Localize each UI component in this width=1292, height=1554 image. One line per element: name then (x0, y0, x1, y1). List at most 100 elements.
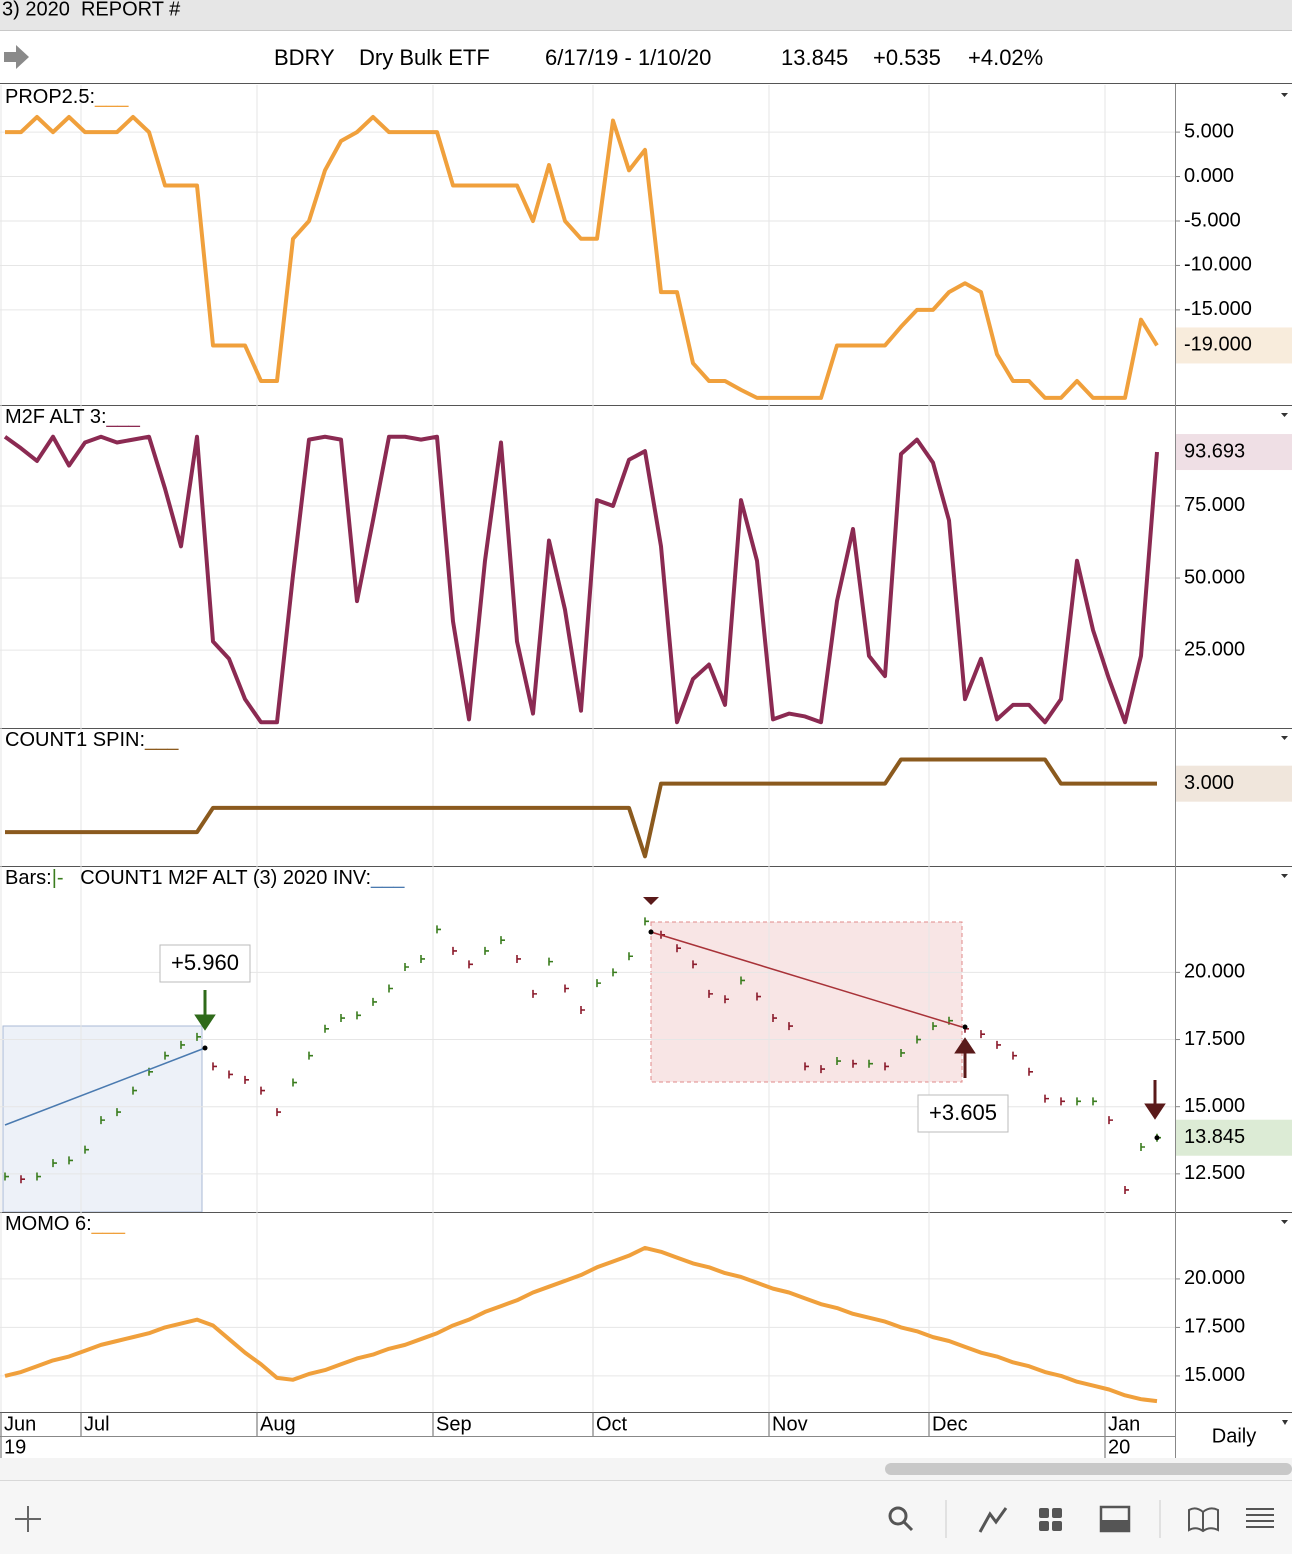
y-tick-label: -15.000 (1184, 298, 1252, 320)
last-value-tag (1176, 327, 1292, 364)
panel-menu-caret (1281, 1220, 1288, 1224)
trade-result: +3.605 (929, 1100, 997, 1125)
window-title: 3) 2020 REPORT # (2, 0, 181, 20)
chart-layer: 5.000 0.000 -5.000 -10.000 -15.000 -19.000 PRO… (0, 85, 1292, 1458)
arrow-icon[interactable] (4, 45, 29, 69)
x-tick-label: Jan (1108, 1413, 1140, 1435)
trade-result: +5.960 (171, 950, 239, 975)
x-tick-label: Nov (772, 1413, 808, 1435)
panel-title-part: ___ (370, 867, 405, 889)
price-bar (1060, 1097, 1065, 1106)
title-bar (0, 0, 1292, 30)
series-line (5, 757, 1157, 859)
price-bar (564, 984, 569, 993)
price-bar (1076, 1097, 1081, 1106)
last-value-tag (1176, 434, 1292, 471)
panel-title-part: COUNT1 SPIN: (5, 729, 145, 751)
menu-caret[interactable] (1282, 1420, 1288, 1425)
entry-dot (648, 929, 654, 935)
panel-menu-caret (1281, 874, 1288, 878)
price-bar (1044, 1094, 1049, 1103)
price-bar (292, 1078, 297, 1087)
last-value-label: -19.000 (1184, 334, 1252, 356)
price-bar (932, 1022, 937, 1031)
last-price: 13.845 (781, 45, 848, 70)
price-bar (532, 989, 537, 998)
price-bar (1140, 1142, 1145, 1151)
x-tick-label: Aug (260, 1413, 296, 1435)
panel-menu-caret (1281, 736, 1288, 740)
last-value-tag (1176, 765, 1292, 802)
series-line (5, 115, 1159, 400)
layout-button[interactable] (1039, 1508, 1062, 1531)
annotation-box (917, 1094, 1009, 1133)
panel-title-part: MOMO 6: (5, 1213, 92, 1235)
price-bar (68, 1156, 73, 1165)
y-tick-label: 20.000 (1184, 961, 1245, 983)
price-bar (740, 976, 745, 985)
search-button[interactable] (888, 1506, 914, 1532)
panel-title-part: ___ (94, 86, 129, 108)
y-tick-label: 5.000 (1184, 120, 1234, 142)
price-bar (404, 963, 409, 972)
last-value-label: 13.845 (1184, 1126, 1245, 1148)
menu-button[interactable] (1246, 1508, 1274, 1528)
panel-title: M2F ALT 3:___ (5, 406, 141, 428)
price-bar (468, 960, 473, 969)
price-bar (868, 1059, 873, 1068)
add-button[interactable] (15, 1506, 41, 1532)
price-bar (308, 1051, 313, 1060)
y-tick-label: 17.500 (1184, 1316, 1245, 1338)
price-bar (20, 1175, 25, 1184)
y-tick-label: 12.500 (1184, 1162, 1245, 1184)
price-bar (164, 1051, 169, 1060)
price-bar (596, 979, 601, 988)
regression-line (4, 1047, 206, 1126)
panel-menu-caret (1281, 93, 1288, 97)
background-layer (2, 921, 963, 1213)
scroll-thumb[interactable] (885, 1463, 1292, 1475)
regression-line (650, 931, 963, 1028)
panel-button[interactable] (1099, 1505, 1131, 1533)
trade-zone-long (2, 1025, 203, 1213)
price-bar (260, 1086, 265, 1095)
last-value-label: 3.000 (1184, 772, 1234, 794)
price-bar (212, 1062, 217, 1071)
chart-type-button[interactable] (978, 1507, 1008, 1533)
panel-title-part: Bars: (5, 867, 52, 889)
panel-title: COUNT1 SPIN:___ (5, 729, 179, 751)
price-bar (52, 1159, 57, 1168)
price-bar (1108, 1116, 1113, 1125)
price-bar (852, 1059, 857, 1068)
y-tick-label: 20.000 (1184, 1267, 1245, 1289)
price-bar (804, 1062, 809, 1071)
price-bar (580, 1005, 585, 1014)
price-bar (36, 1172, 41, 1181)
notes-button[interactable] (1188, 1507, 1219, 1533)
price-bar (772, 1014, 777, 1023)
panel-title-part: ___ (91, 1213, 126, 1235)
price-bar (4, 1172, 9, 1181)
signal-arrow (1144, 1080, 1166, 1120)
price-bar (836, 1057, 841, 1066)
price-bar (916, 1035, 921, 1044)
price-bar (100, 1116, 105, 1125)
price-bar (276, 1108, 281, 1117)
y-tick-label: 15.000 (1184, 1364, 1245, 1386)
x-tick-label: Sep (436, 1413, 472, 1435)
cover-arrow (954, 1037, 976, 1078)
price-bar (420, 954, 425, 963)
period-label[interactable]: Daily (1212, 1425, 1256, 1447)
price-bar (228, 1070, 233, 1079)
price-bar (628, 952, 633, 961)
annotation-layer: +5.960 +3.605 (4, 897, 1166, 1133)
panel-title-part: ___ (144, 729, 179, 751)
x-year-label: 19 (4, 1436, 26, 1458)
price-bar (644, 917, 649, 926)
toolbar (0, 1480, 1292, 1554)
exit-dot (962, 1024, 968, 1030)
price-bar (676, 944, 681, 953)
price-bar (724, 995, 729, 1004)
price-bar (84, 1145, 89, 1154)
